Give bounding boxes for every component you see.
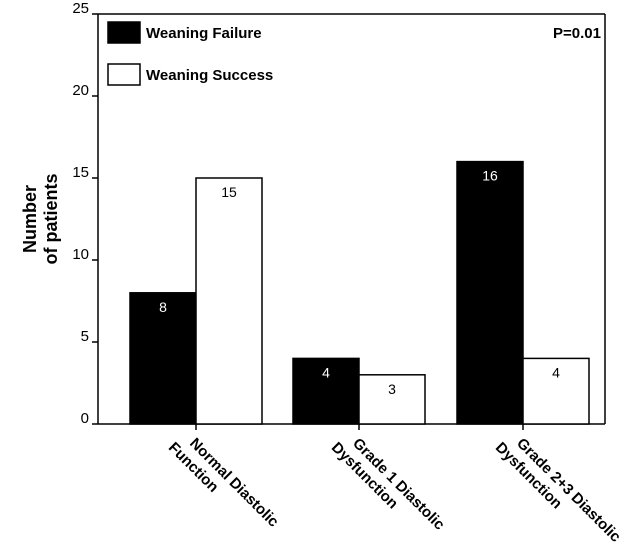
legend: Weaning Failure Weaning Success <box>107 21 273 86</box>
x-category-label-2-line-0: Grade 2+3 Diastolic <box>513 435 624 546</box>
x-category-label-2: Grade 2+3 DiastolicDysfunction <box>492 426 624 551</box>
y-tick-label-5: 5 <box>81 328 89 345</box>
y-axis-title: Numberof patients <box>20 173 61 264</box>
y-axis-title-line-1: of patients <box>41 173 61 264</box>
y-tick-label-15: 15 <box>72 164 89 181</box>
y-tick-label-10: 10 <box>72 246 89 263</box>
data-label-success-0: 15 <box>221 184 237 200</box>
legend-swatch-success <box>107 63 141 86</box>
y-axis-title-text: Numberof patients <box>20 173 61 264</box>
data-label-failure-1: 4 <box>322 364 330 380</box>
bar-failure-2 <box>456 160 524 425</box>
x-axis-category-labels: Normal DiastolicFunction Grade 1 Diastoli… <box>165 424 624 551</box>
data-label-success-1: 3 <box>388 381 396 397</box>
legend-label-success: Weaning Success <box>146 67 273 84</box>
p-value-annotation: P=0.01 <box>553 25 601 42</box>
x-category-label-0: Normal DiastolicFunction <box>165 426 282 543</box>
bar-success-2 <box>522 357 590 425</box>
bar-success-1 <box>358 374 426 425</box>
data-label-success-2: 4 <box>552 364 560 380</box>
y-axis: 0 5 10 15 20 25 <box>72 0 606 427</box>
bar-failure-1 <box>292 357 360 425</box>
legend-label-failure: Weaning Failure <box>146 25 262 42</box>
y-tick-label-20: 20 <box>72 82 89 99</box>
y-tick-label-0: 0 <box>81 410 89 427</box>
legend-swatch-failure <box>107 21 141 44</box>
y-tick-label-25: 25 <box>72 0 89 17</box>
data-label-failure-2: 16 <box>482 168 498 184</box>
x-category-label-1: Grade 1 DiastolicDysfunction <box>328 426 448 546</box>
bars: 8 4 16 15 3 4 <box>129 160 590 425</box>
bar-failure-0 <box>129 292 197 425</box>
data-label-failure-0: 8 <box>159 299 167 315</box>
bar-success-0 <box>195 177 263 425</box>
y-axis-title-line-0: Number <box>20 185 40 253</box>
